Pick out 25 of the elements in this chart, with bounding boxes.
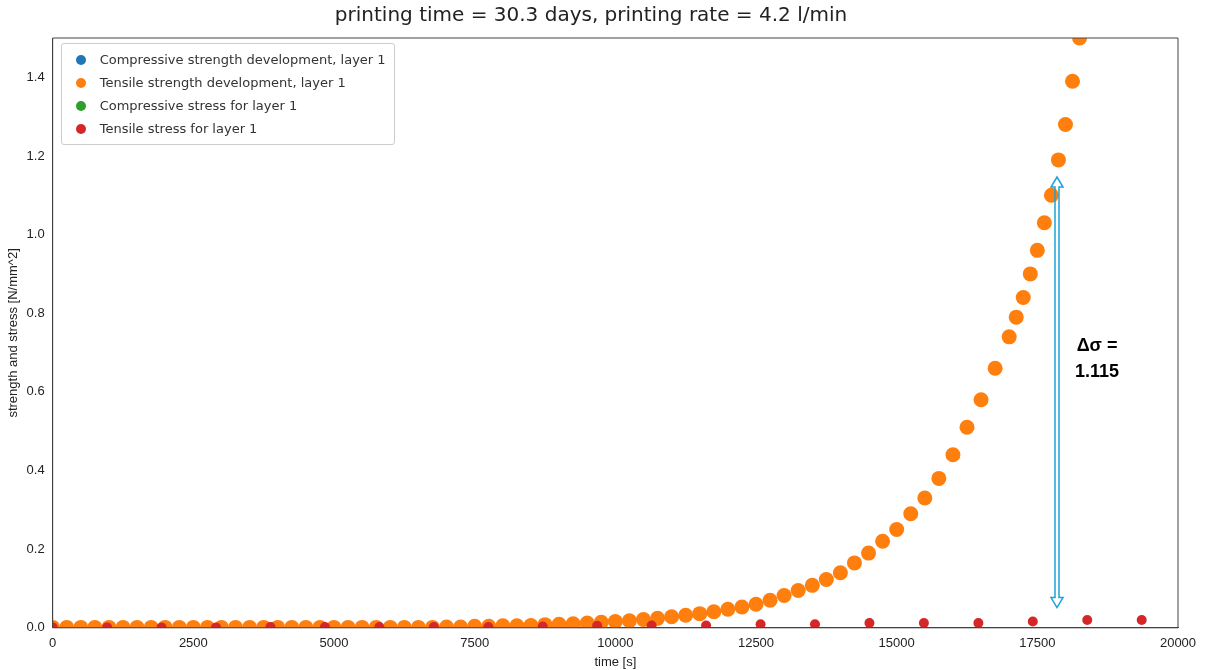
legend-label: Tensile strength development, layer 1 [99,75,346,90]
y-tick-label: 0.6 [26,383,45,399]
x-tick-label: 20000 [1159,635,1197,651]
y-tick-label: 0.4 [26,462,45,478]
x-tick-label: 2500 [178,635,208,651]
x-axis-title: time [s] [594,653,637,669]
y-tick-label: 1.2 [26,147,45,163]
y-tick-label: 0.8 [26,304,45,320]
y-tick-label: 1.4 [26,68,45,84]
x-tick-label: 5000 [319,635,349,651]
x-tick-label: 12500 [737,635,775,651]
legend-label: Compressive strength development, layer 1 [99,52,386,67]
legend-label: Tensile stress for layer 1 [99,121,258,136]
y-tick-label: 0.0 [26,619,45,635]
x-tick-label: 17500 [1019,635,1056,651]
y-tick-label: 0.2 [26,540,45,556]
y-tick-label: 1.0 [26,226,45,242]
x-tick-label: 10000 [597,635,634,651]
legend-label: Compressive stress for layer 1 [99,98,298,113]
x-tick-label: 0 [49,635,57,651]
annotation: Δσ = 1.115 [1075,333,1120,383]
x-tick-label: 15000 [878,635,915,651]
x-tick-label: 7500 [460,635,490,651]
y-axis-title: strength and stress [N/mm^2] [5,248,21,418]
chart-title: printing time = 30.3 days, printing rate = 4.2 l/min [334,2,848,27]
